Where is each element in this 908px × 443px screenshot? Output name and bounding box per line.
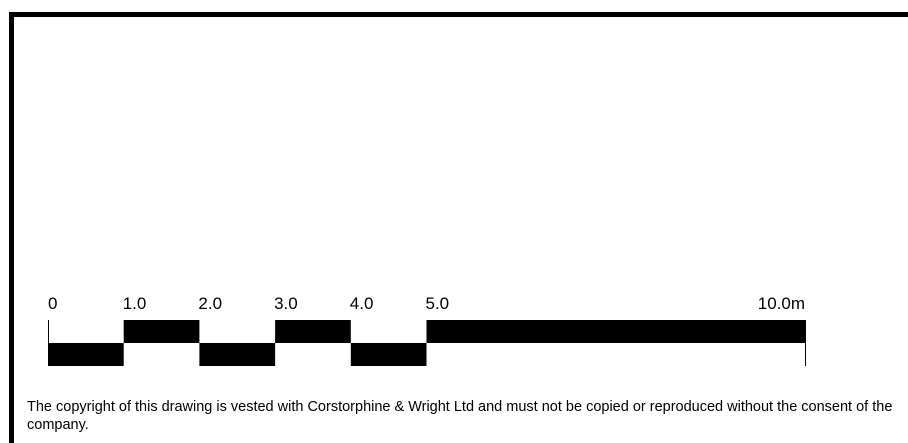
scale-label-1: 1.0: [123, 294, 147, 313]
scale-segment-2: [199, 343, 276, 366]
frame-border-top: [9, 12, 908, 17]
scale-segment-0: [48, 343, 124, 366]
copyright-notice: The copyright of this drawing is vested …: [27, 399, 893, 433]
scale-bar-ticks: [48, 320, 806, 366]
scale-label-6: 10.0m: [758, 294, 805, 313]
scale-label-0: 0: [48, 294, 57, 313]
scale-label-4: 4.0: [350, 294, 374, 313]
scale-segment-1: [123, 320, 200, 343]
scale-segment-4: [350, 343, 427, 366]
scale-segment-5: [426, 320, 805, 343]
scale-label-3: 3.0: [274, 294, 298, 313]
scale-bar-labels: 0 1.0 2.0 3.0 4.0 5.0 10.0m: [48, 294, 805, 313]
scale-segment-3: [275, 320, 351, 343]
scale-bar-segments: [48, 320, 805, 366]
scale-label-2: 2.0: [198, 294, 222, 313]
scale-label-5: 5.0: [426, 294, 450, 313]
frame-border-left: [9, 12, 14, 443]
